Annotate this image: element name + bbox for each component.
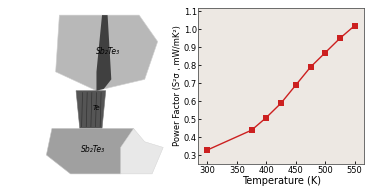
Polygon shape	[121, 129, 163, 174]
Polygon shape	[96, 15, 111, 91]
Text: Sb₂Te₃: Sb₂Te₃	[81, 145, 105, 154]
X-axis label: Temperature (K): Temperature (K)	[242, 176, 321, 186]
Point	[293, 84, 299, 87]
Point	[352, 24, 358, 27]
Text: Te: Te	[93, 105, 100, 111]
Point	[263, 116, 269, 119]
Text: 100nm: 100nm	[7, 180, 29, 185]
Point	[249, 129, 255, 132]
Point	[322, 51, 328, 54]
Point	[308, 66, 313, 69]
Polygon shape	[56, 15, 158, 91]
Polygon shape	[46, 129, 145, 174]
Polygon shape	[76, 91, 106, 129]
Y-axis label: Power Factor (S²σ , mW/mK²): Power Factor (S²σ , mW/mK²)	[174, 26, 183, 146]
Point	[337, 37, 343, 40]
Point	[278, 102, 284, 105]
Point	[204, 149, 210, 152]
Text: Sb₂Te₃-Te HNs: Sb₂Te₃-Te HNs	[7, 76, 56, 82]
Text: Sb₂Te₃: Sb₂Te₃	[95, 46, 120, 56]
